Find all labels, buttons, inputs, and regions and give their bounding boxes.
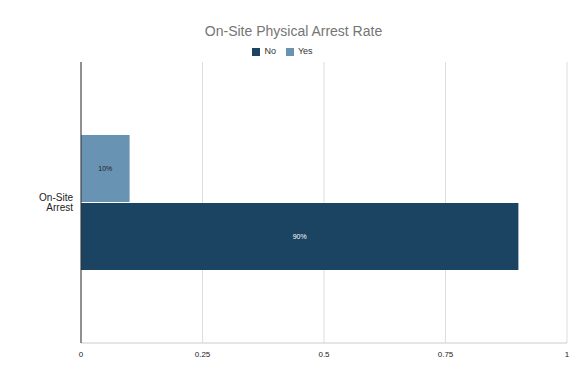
html-text:On-Site Physical Arrest Rate: On-Site Physical Arrest Rate	[204, 23, 383, 39]
svg-text:1: 1	[565, 350, 570, 359]
svg-text:90%: 90%	[293, 233, 307, 240]
html-text:Yes: Yes	[297, 46, 313, 56]
svg-text:0.25: 0.25	[195, 350, 211, 359]
svg-text:On-SiteArrest: On-SiteArrest	[39, 192, 73, 213]
svg-text:0: 0	[79, 350, 84, 359]
svg-text:10%: 10%	[98, 165, 112, 172]
svg-text:0.5: 0.5	[318, 350, 330, 359]
svg-text:0.75: 0.75	[438, 350, 454, 359]
html-text:No: No	[264, 46, 276, 56]
